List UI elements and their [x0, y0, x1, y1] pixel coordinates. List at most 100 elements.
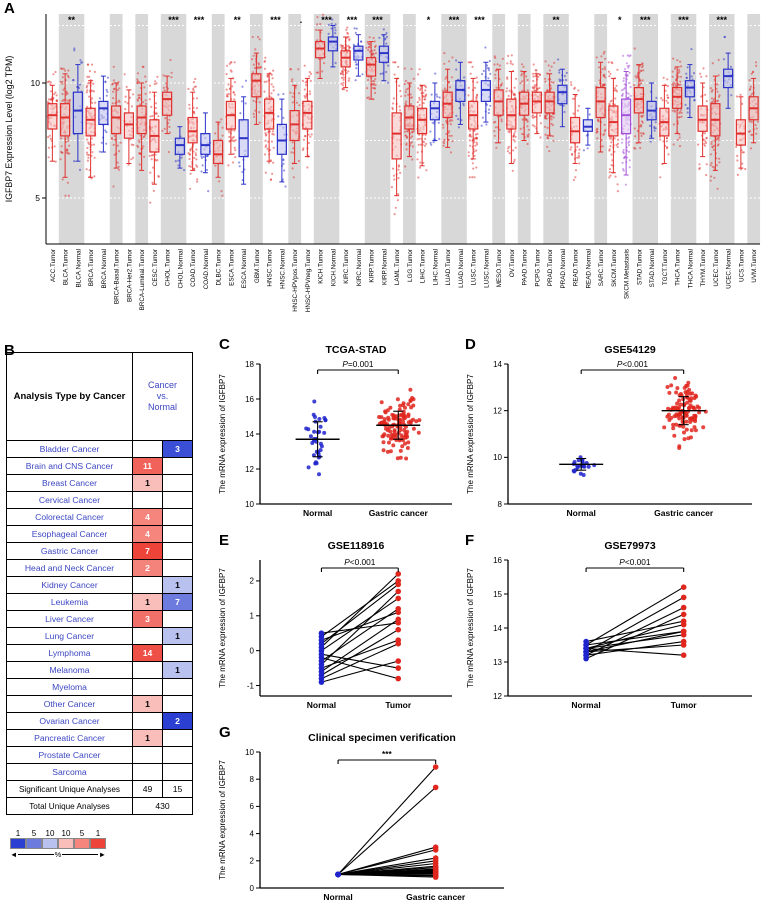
- x-group-label: Normal: [307, 700, 336, 710]
- legend-cell: [90, 838, 106, 849]
- x-group-label: Gastric cancer: [406, 892, 466, 902]
- box-group-READ.Normal: [582, 107, 593, 152]
- p-value-label: P<0.001: [344, 557, 376, 567]
- matrix-cell: [162, 644, 193, 662]
- legend-cell: [42, 838, 58, 849]
- matrix-cell: [162, 508, 193, 526]
- cancer-type-label: Melanoma: [6, 661, 133, 679]
- significance-marker: ***: [449, 15, 460, 25]
- y-axis-label: The mRNA expression of IGFBP7: [466, 568, 475, 688]
- pair-lines: [337, 766, 437, 878]
- matrix-cell: 1: [132, 695, 163, 713]
- legend-cell: [10, 838, 26, 849]
- background-band: [441, 14, 467, 244]
- x-tick-label: CESC.Tumor: [152, 249, 159, 286]
- matrix-cell: [162, 763, 193, 781]
- table-row: Bladder Cancer 3: [6, 440, 193, 458]
- legend-cell: [74, 838, 90, 849]
- x-tick-label: GBM.Tumor: [254, 249, 261, 283]
- x-tick-label: BRCA-Basal.Tumor: [114, 249, 121, 304]
- box-group-UVM.Tumor: [747, 61, 760, 150]
- panel-e-paired: GSE118916 -1 0 1 2 The mRNA expression of IGF…: [218, 540, 452, 710]
- box-group-KIRP.Normal: [378, 28, 390, 84]
- x-tick-label: READ.Tumor: [573, 249, 580, 286]
- y-tick-label: 12: [493, 692, 502, 701]
- y-tick-label: 2: [250, 857, 255, 866]
- table-header-analysis-type: Analysis Type by Cancer: [6, 352, 133, 441]
- pair-points: [335, 764, 439, 880]
- table-row: Lung Cancer 1: [6, 627, 193, 645]
- table-row: Cervical Cancer: [6, 491, 193, 509]
- table-row: Gastric Cancer 7: [6, 542, 193, 560]
- x-tick-label: UCEC.Normal: [726, 249, 733, 289]
- matrix-cell: [132, 763, 163, 781]
- box-group-SARC.Tumor: [595, 50, 607, 153]
- box-group-OV.Tumor: [505, 54, 518, 172]
- table-row: Breast Cancer 1: [6, 474, 193, 492]
- y-tick-label: 14: [493, 360, 502, 369]
- box-group-KIRP.Tumor: [365, 36, 377, 101]
- x-tick-label: BLCA.Tumor: [63, 249, 70, 285]
- box-group-KICH.Tumor: [315, 13, 326, 79]
- y-axis-label: The mRNA expression of IGFBP7: [218, 568, 227, 688]
- panel-label-g: G: [219, 724, 231, 741]
- x-tick-label: PRAD.Normal: [560, 249, 567, 289]
- significance-marker: ***: [168, 15, 179, 25]
- box-group-BRCA.Tumor: [85, 63, 97, 180]
- box-group-HNSC.Tumor: [263, 56, 275, 181]
- panel-label-e: E: [219, 532, 230, 549]
- y-tick-label: 1: [250, 612, 255, 621]
- y-tick-label: 5: [35, 193, 40, 203]
- matrix-cell: 11: [132, 457, 163, 475]
- box-group-ESCA.Normal: [238, 79, 249, 185]
- x-tick-label: THCA.Tumor: [675, 249, 682, 286]
- x-tick-label: CHOL.Normal: [177, 249, 184, 289]
- cancer-type-label: Ovarian Cancer: [6, 712, 133, 730]
- x-tick-label: LUSC.Normal: [483, 249, 490, 288]
- significance-marker: ***: [321, 15, 332, 25]
- matrix-cell: [162, 678, 193, 696]
- box-group-SKCM.Metastasis: [620, 54, 632, 186]
- x-tick-label: LIHC.Normal: [432, 249, 439, 285]
- table-row: Melanoma 1: [6, 661, 193, 679]
- matrix-cell: [132, 491, 163, 509]
- cancer-type-label: Lymphoma: [6, 644, 133, 662]
- cancer-type-label: Pancreatic Cancer: [6, 729, 133, 747]
- box-group-UCEC.Tumor: [709, 58, 722, 190]
- significance-marker: ***: [270, 15, 281, 25]
- y-axis-label: The mRNA expression of IGFBP7: [466, 374, 475, 494]
- panel-label-d: D: [465, 336, 476, 353]
- oncomine-table-wrap: Analysis Type by Cancer Cancer vs. Normal Bl…: [6, 352, 208, 815]
- table-row: Other Cancer 1: [6, 695, 193, 713]
- p-value-label: P<0.001: [619, 557, 651, 567]
- x-tick-label: KICH.Tumor: [318, 249, 325, 284]
- table-row: Brain and CNS Cancer 11: [6, 457, 193, 475]
- box-group-BRCA.Normal: [98, 75, 109, 153]
- box-group-BRCA-Luminal.Tumor: [135, 65, 148, 171]
- chart-title: TCGA-STAD: [325, 344, 386, 356]
- y-tick-label: 14: [245, 430, 254, 439]
- panel-label-f: F: [465, 532, 475, 549]
- x-tick-label: ESCA.Normal: [241, 249, 248, 288]
- panel-b-oncomine: Analysis Type by Cancer Cancer vs. Normal Bl…: [6, 352, 208, 859]
- matrix-cell: 2: [132, 559, 163, 577]
- box-group-PAAD.Tumor: [518, 63, 530, 146]
- box-group-KIRC.Tumor: [339, 26, 351, 92]
- x-tick-label: COAD.Normal: [203, 249, 210, 289]
- box-group-LUAD.Tumor: [441, 52, 454, 154]
- table-row: Ovarian Cancer 2: [6, 712, 193, 730]
- box-group-UCEC.Normal: [722, 35, 734, 109]
- x-group-label: Gastric cancer: [654, 508, 714, 518]
- y-tick-label: 4: [250, 829, 255, 838]
- x-tick-label: STAD.Normal: [649, 249, 656, 287]
- x-tick-label: SARC.Tumor: [598, 249, 605, 286]
- panel-a-boxplot: ACC.Tumor**BLCA.Tumor BLCA.Normal BRCA.Tum…: [4, 13, 761, 312]
- box-group-STAD.Tumor: [633, 47, 645, 150]
- significance-marker: ***: [678, 15, 689, 25]
- panel-label-a: A: [4, 0, 15, 17]
- x-tick-label: TGCT.Tumor: [662, 249, 669, 285]
- x-tick-label: LGG.Tumor: [407, 249, 414, 282]
- matrix-cell: [132, 746, 163, 764]
- box-group-UCS.Tumor: [735, 93, 747, 176]
- box-group-THCA.Normal: [684, 48, 696, 118]
